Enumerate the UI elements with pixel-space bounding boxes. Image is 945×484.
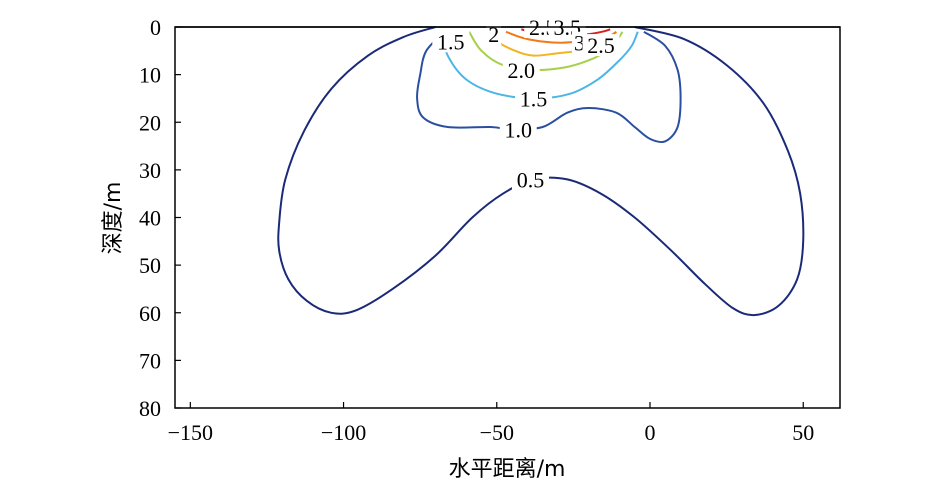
y-tick-label: 50 (139, 253, 161, 278)
x-tick-label: 0 (645, 420, 656, 445)
contour-label-bg (486, 23, 502, 46)
contour-label: 3 (574, 31, 585, 56)
x-axis-title: 水平距离/m (449, 457, 566, 482)
y-tick-label: 30 (139, 158, 161, 183)
contour-label: 2.0 (508, 58, 536, 83)
contour-label: 1.0 (504, 117, 532, 142)
contour-label-bg (511, 168, 549, 191)
y-tick-label: 80 (139, 396, 161, 421)
contour-label: 2 (488, 22, 499, 47)
y-tick-label: 70 (139, 348, 161, 373)
contour-label-bg (502, 58, 540, 81)
contour-label-bg (515, 87, 553, 110)
y-tick-label: 40 (139, 206, 161, 231)
contour-label-bg (582, 34, 620, 57)
contour-label-bg (499, 118, 537, 141)
x-tick-label: 50 (792, 420, 814, 445)
contour-label: 0.5 (517, 167, 545, 192)
contour-label: 1.5 (520, 86, 548, 111)
contour-line-1 (416, 30, 682, 144)
x-tick-label: −50 (480, 420, 514, 445)
contour-line-1-5 (440, 31, 639, 100)
y-tick-label: 20 (139, 110, 161, 135)
axis-ticks: −150 −100 −50 0 50 0 10 20 30 40 50 60 70 80 (139, 15, 814, 445)
plot-frame (174, 26, 841, 409)
contour-labels: 0.51.01.51.52.02 2.53.53 2.5 (175, 15, 840, 192)
contour-label-bg (432, 30, 470, 53)
y-tick-label: 60 (139, 301, 161, 326)
x-tick-label: −150 (168, 420, 213, 445)
contour-label: 2.5 (587, 33, 615, 58)
x-tick-label: −100 (321, 420, 366, 445)
y-tick-label: 10 (139, 63, 161, 88)
y-tick-label: 0 (150, 15, 161, 40)
y-axis-title: 深度/m (101, 182, 126, 255)
contour-label: 1.5 (437, 29, 465, 54)
